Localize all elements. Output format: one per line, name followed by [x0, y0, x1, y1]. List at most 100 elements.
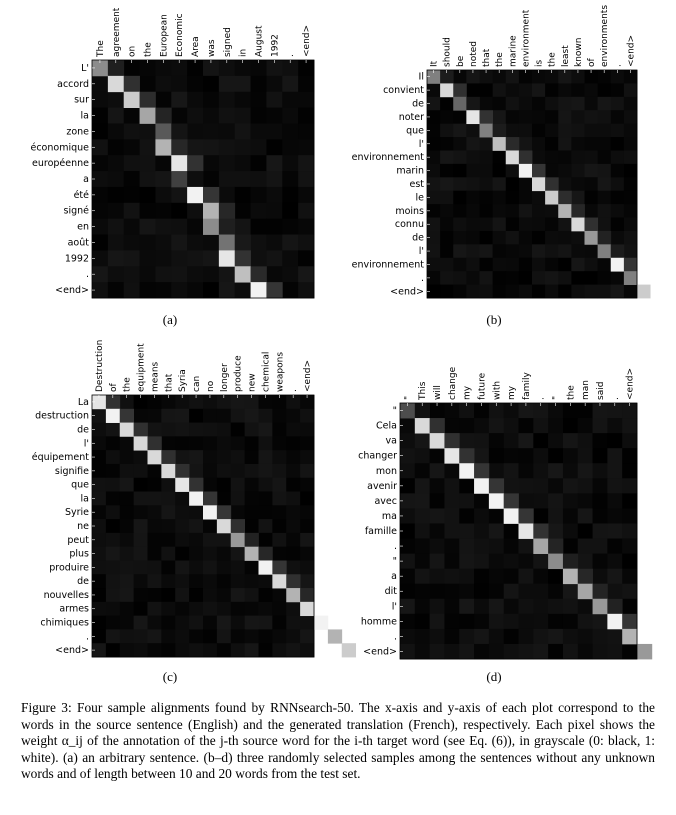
heatmap-cell — [187, 218, 204, 235]
y-tick-label: économique — [30, 142, 89, 153]
heatmap-cell — [107, 139, 125, 156]
heatmap-cell — [532, 190, 546, 205]
heatmap-cell — [440, 163, 454, 178]
heatmap-cell — [203, 75, 220, 93]
heatmap-cell — [92, 422, 107, 437]
alignment-cell — [597, 244, 612, 259]
heatmap-cell — [119, 505, 135, 520]
heatmap-cell — [155, 282, 172, 299]
heatmap-cell — [175, 519, 190, 534]
heatmap-cell — [545, 110, 559, 125]
alignment-cell — [234, 266, 251, 283]
alignment-cell — [272, 574, 287, 589]
y-tick-label: le — [416, 192, 425, 203]
heatmap-cell — [492, 150, 507, 165]
heatmap-cell — [479, 190, 494, 205]
heatmap-cell — [488, 568, 505, 585]
alignment-cell — [545, 190, 559, 205]
heatmap-cell — [571, 204, 585, 218]
heatmap-cell — [562, 538, 579, 554]
heatmap-cell — [119, 491, 135, 506]
heatmap-cell — [474, 523, 490, 539]
heatmap-cell — [505, 163, 520, 178]
heatmap-cell — [577, 478, 593, 494]
heatmap-cell — [592, 508, 608, 524]
heatmap-cell — [429, 508, 445, 524]
y-tick-label: avec — [374, 496, 397, 507]
heatmap-cell — [562, 613, 579, 630]
heatmap-cell — [518, 508, 534, 524]
x-tick-label: means — [150, 361, 160, 392]
heatmap-cell — [533, 463, 549, 479]
heatmap-cell — [187, 282, 204, 299]
heatmap-cell — [518, 110, 533, 125]
heatmap-cell — [189, 463, 204, 479]
heatmap-cell — [218, 218, 236, 235]
x-tick-label: August — [255, 25, 265, 57]
heatmap-cell — [266, 60, 283, 77]
heatmap-cell — [492, 70, 507, 84]
alignment-cell — [584, 230, 599, 245]
heatmap-cell — [459, 583, 475, 600]
heatmap-cell — [92, 450, 107, 465]
x-tick-label: environment — [521, 9, 531, 67]
heatmap-cell — [171, 234, 188, 251]
heatmap-cell — [92, 218, 109, 235]
alignment-cell — [314, 615, 329, 630]
heatmap-cell — [429, 493, 445, 509]
heatmap-cell — [400, 598, 416, 615]
heatmap-cell — [171, 123, 188, 140]
y-tick-label: été — [74, 190, 90, 201]
heatmap-cell — [123, 186, 140, 204]
heatmap-cell — [414, 553, 431, 570]
heatmap-cell — [300, 574, 315, 589]
y-tick-label: 1992 — [65, 253, 89, 264]
heatmap-cell — [474, 508, 490, 524]
heatmap-cell — [548, 418, 564, 434]
heatmap-cell — [244, 574, 259, 589]
heatmap-cell — [105, 532, 121, 548]
heatmap-cell — [503, 568, 519, 585]
heatmap-cell — [175, 463, 190, 479]
heatmap-cell — [492, 177, 507, 192]
heatmap-cell — [474, 493, 490, 509]
x-tick-label: the — [495, 52, 505, 67]
heatmap-cell — [234, 75, 251, 93]
heatmap-cell — [286, 436, 301, 451]
x-tick-label: the — [566, 385, 576, 400]
heatmap-cell — [107, 266, 125, 283]
heatmap-cell — [258, 643, 273, 658]
y-tick-label: dit — [385, 586, 398, 597]
heatmap-cell — [429, 628, 445, 645]
heatmap-cell — [282, 218, 299, 235]
heatmap-cell — [466, 137, 480, 151]
heatmap-cell — [216, 463, 232, 479]
heatmap-cell — [610, 190, 625, 205]
heatmap-cell — [250, 139, 267, 156]
heatmap-cell — [230, 436, 246, 451]
heatmap-cell — [518, 643, 534, 660]
heatmap-cell — [429, 613, 445, 630]
heatmap-cell — [548, 613, 564, 630]
heatmap-cell — [607, 418, 623, 434]
heatmap-cell — [607, 493, 623, 509]
heatmap-cell — [92, 560, 107, 575]
heatmap-cell — [244, 395, 259, 410]
heatmap-cell — [518, 628, 534, 645]
heatmap-cell — [562, 493, 579, 509]
y-tick-label: va — [386, 436, 397, 447]
heatmap-cell — [218, 266, 236, 283]
alignment-cell — [119, 422, 135, 437]
alignment-cell — [218, 234, 236, 251]
heatmap-cell — [610, 70, 625, 84]
alignment-panel-b: It should be noted that the marine environment i… — [352, 5, 651, 327]
heatmap-cell — [488, 403, 505, 419]
heatmap-cell — [533, 628, 549, 645]
heatmap-cell — [440, 284, 454, 299]
heatmap-cell — [610, 123, 625, 138]
heatmap-cell — [518, 284, 533, 299]
heatmap-cell — [298, 155, 315, 172]
heatmap-cell — [505, 217, 520, 232]
heatmap-cell — [187, 60, 204, 77]
alignment-panel-a: The agreement on the European Economic Area was… — [30, 7, 315, 327]
